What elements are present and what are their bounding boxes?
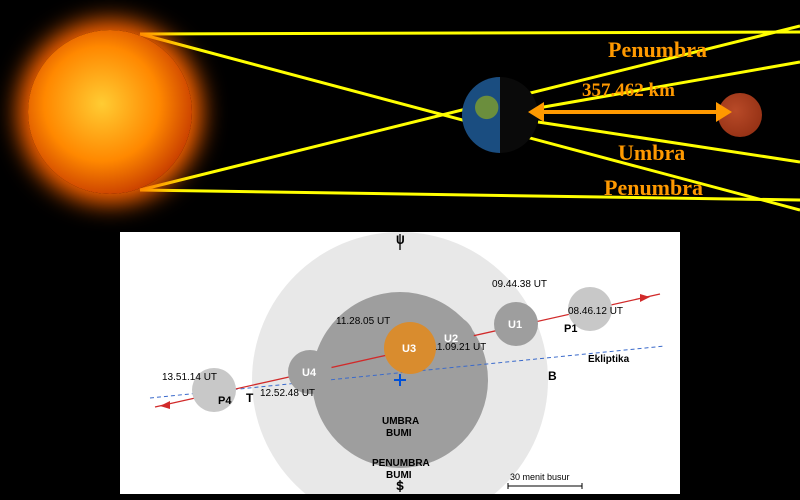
label-penumbra_bumi2: BUMI bbox=[386, 470, 412, 481]
eclipse-geometry-panel: Penumbra 357.462 km Umbra Penumbra bbox=[0, 0, 800, 230]
arrow-head-right bbox=[716, 102, 732, 122]
label-penumbra_bumi1: PENUMBRA bbox=[372, 458, 430, 469]
phase-time-U2: 11.09.21 UT bbox=[432, 342, 486, 353]
phase-label-P1: P1 bbox=[564, 323, 577, 335]
label-ekliptika: Ekliptika bbox=[588, 354, 630, 365]
penumbra-label-top: Penumbra bbox=[608, 37, 707, 63]
penumbra-label-bottom: Penumbra bbox=[604, 175, 703, 201]
cardinal-S: S bbox=[396, 479, 404, 493]
contact-diagram: UTBSP108.46.12 UTU109.44.38 UTU211.09.21… bbox=[120, 232, 680, 494]
phase-label-U4: U4 bbox=[302, 367, 317, 379]
label-scale: 30 menit busur bbox=[510, 472, 570, 482]
sun bbox=[28, 30, 192, 194]
cardinal-T: T bbox=[246, 391, 254, 405]
phase-label-P4: P4 bbox=[218, 395, 232, 407]
earth-lit-hemisphere bbox=[462, 77, 500, 153]
earth-moon-distance-arrow bbox=[540, 110, 720, 114]
label-umbra_bumi2: BUMI bbox=[386, 428, 412, 439]
umbra-label: Umbra bbox=[618, 140, 685, 166]
distance-label: 357.462 km bbox=[582, 80, 675, 102]
phase-time-P1: 08.46.12 UT bbox=[568, 306, 623, 317]
phase-time-U3: 11.28.05 UT bbox=[336, 316, 390, 327]
phase-label-U3: U3 bbox=[402, 343, 416, 355]
cardinal-U: U bbox=[396, 233, 405, 247]
phase-time-U4: 12.52.48 UT bbox=[260, 388, 315, 399]
cardinal-B: B bbox=[548, 369, 557, 383]
label-umbra_bumi1: UMBRA bbox=[382, 416, 419, 427]
earth bbox=[462, 77, 538, 153]
moon-path-arrow-right bbox=[640, 294, 650, 302]
phase-time-P4: 13.51.14 UT bbox=[162, 372, 217, 383]
contact-diagram-panel: UTBSP108.46.12 UTU109.44.38 UTU211.09.21… bbox=[120, 232, 680, 494]
phase-label-U1: U1 bbox=[508, 319, 522, 331]
ray-line bbox=[140, 32, 800, 34]
phase-time-U1: 09.44.38 UT bbox=[492, 279, 547, 290]
arrow-head-left bbox=[528, 102, 544, 122]
